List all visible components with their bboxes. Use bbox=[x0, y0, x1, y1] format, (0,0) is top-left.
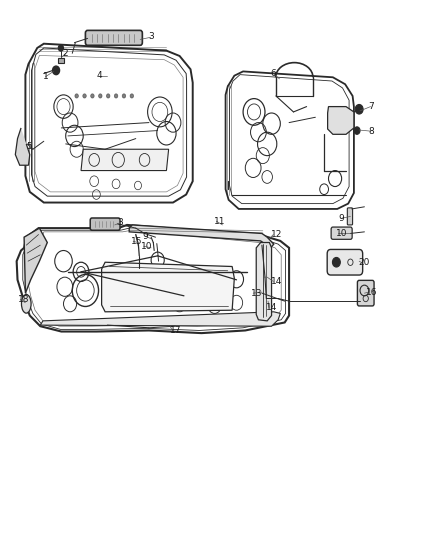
Circle shape bbox=[130, 94, 134, 98]
Text: 14: 14 bbox=[266, 303, 278, 312]
Ellipse shape bbox=[21, 294, 31, 313]
Polygon shape bbox=[24, 228, 47, 293]
Text: 20: 20 bbox=[358, 258, 370, 266]
Polygon shape bbox=[328, 107, 354, 134]
Text: 9: 9 bbox=[338, 214, 344, 223]
Text: 12: 12 bbox=[271, 230, 282, 239]
Polygon shape bbox=[256, 243, 272, 321]
Polygon shape bbox=[129, 225, 274, 248]
Circle shape bbox=[354, 127, 360, 134]
Text: 13: 13 bbox=[251, 289, 262, 297]
FancyBboxPatch shape bbox=[357, 280, 374, 306]
Circle shape bbox=[58, 45, 64, 51]
Text: 10: 10 bbox=[336, 229, 347, 238]
Text: 8: 8 bbox=[368, 127, 374, 135]
Circle shape bbox=[114, 94, 118, 98]
Polygon shape bbox=[15, 128, 30, 165]
Circle shape bbox=[106, 94, 110, 98]
FancyBboxPatch shape bbox=[327, 249, 363, 275]
Bar bbox=[58, 58, 64, 63]
Circle shape bbox=[83, 94, 86, 98]
Text: 3: 3 bbox=[117, 219, 123, 227]
Circle shape bbox=[75, 94, 78, 98]
Text: 18: 18 bbox=[18, 295, 29, 304]
Polygon shape bbox=[102, 262, 234, 312]
Text: 16: 16 bbox=[366, 288, 378, 296]
Text: 6: 6 bbox=[271, 69, 276, 78]
Circle shape bbox=[91, 94, 94, 98]
Text: 3: 3 bbox=[148, 32, 154, 41]
Polygon shape bbox=[40, 312, 280, 326]
FancyBboxPatch shape bbox=[331, 227, 352, 239]
Text: 17: 17 bbox=[170, 326, 181, 335]
Text: 14: 14 bbox=[271, 277, 282, 286]
Text: 11: 11 bbox=[214, 217, 225, 225]
Text: 7: 7 bbox=[368, 102, 374, 111]
Text: 9: 9 bbox=[143, 232, 148, 240]
FancyBboxPatch shape bbox=[347, 208, 353, 225]
Circle shape bbox=[99, 94, 102, 98]
Polygon shape bbox=[81, 149, 169, 171]
Text: 5: 5 bbox=[26, 142, 32, 151]
Circle shape bbox=[122, 94, 126, 98]
Text: 15: 15 bbox=[131, 237, 142, 246]
Text: 10: 10 bbox=[141, 242, 152, 251]
Circle shape bbox=[53, 66, 60, 75]
Text: 4: 4 bbox=[96, 71, 102, 80]
FancyBboxPatch shape bbox=[85, 30, 142, 45]
Circle shape bbox=[355, 104, 363, 114]
FancyBboxPatch shape bbox=[90, 218, 120, 230]
Circle shape bbox=[332, 257, 340, 267]
Text: 1: 1 bbox=[43, 72, 49, 81]
Text: 2: 2 bbox=[63, 49, 68, 58]
